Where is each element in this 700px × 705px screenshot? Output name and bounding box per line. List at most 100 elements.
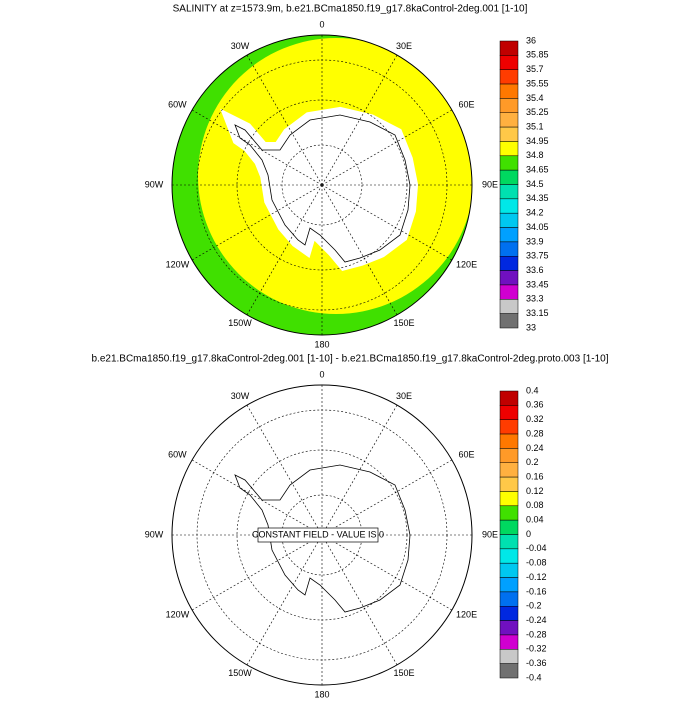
- longitude-label: 180: [314, 689, 329, 699]
- longitude-label: 0: [319, 369, 324, 379]
- colorbar-box: [499, 169, 519, 185]
- colorbar-label: 35.85: [526, 50, 549, 60]
- colorbar-label: 35.55: [526, 78, 549, 88]
- longitude-label: 90W: [145, 179, 164, 189]
- colorbar-label: 33.75: [526, 251, 549, 261]
- colorbar-box: [499, 184, 519, 200]
- colorbar-box: [499, 126, 519, 142]
- meridian: [191, 534, 323, 611]
- longitude-label: 120E: [456, 259, 477, 269]
- colorbar-label: -0.32: [526, 644, 547, 654]
- meridian: [191, 109, 323, 186]
- longitude-label: 120W: [166, 259, 190, 269]
- longitude-label: 30E: [396, 391, 412, 401]
- colorbar-label: 0.28: [526, 428, 544, 438]
- colorbar-label: 34.65: [526, 165, 549, 175]
- longitude-label: 90E: [482, 179, 498, 189]
- colorbar-box: [499, 141, 519, 157]
- colorbar-label: 35.4: [526, 93, 544, 103]
- colorbar-box: [499, 491, 519, 507]
- colorbar-label: 34.8: [526, 150, 544, 160]
- meridian: [321, 534, 398, 666]
- colorbar-label: 0.4: [526, 385, 539, 395]
- colorbar-box: [499, 284, 519, 300]
- longitude-label: 120W: [166, 609, 190, 619]
- colorbar-label: 33.3: [526, 294, 544, 304]
- colorbar-box: [499, 562, 519, 578]
- colorbar-label: 33.15: [526, 308, 549, 318]
- colorbar-box: [499, 270, 519, 286]
- longitude-label: 60W: [168, 99, 187, 109]
- colorbar-box: [499, 620, 519, 636]
- colorbar-box: [499, 534, 519, 550]
- colorbar-box: [499, 505, 519, 521]
- colorbar-label: 0: [526, 529, 531, 539]
- meridian: [191, 184, 323, 261]
- colorbar-label: 34.2: [526, 208, 544, 218]
- longitude-label: 0: [319, 19, 324, 29]
- colorbar-box: [499, 227, 519, 243]
- meridian: [321, 109, 453, 186]
- colorbar-box: [499, 390, 519, 406]
- colorbar-label: -0.4: [526, 672, 542, 682]
- colorbar-box: [499, 548, 519, 564]
- colorbar-box: [499, 663, 519, 679]
- longitude-label: 60E: [459, 99, 475, 109]
- longitude-label: 180: [314, 339, 329, 349]
- colorbar-box: [499, 83, 519, 99]
- colorbar-label: -0.08: [526, 558, 547, 568]
- colorbar-label: 33.45: [526, 279, 549, 289]
- meridian: [321, 459, 453, 536]
- colorbar-box: [499, 299, 519, 314]
- colorbar-label: 0.08: [526, 500, 544, 510]
- meridian: [246, 184, 323, 316]
- colorbar-box: [499, 606, 519, 621]
- colorbar-box: [499, 112, 519, 128]
- colorbar-box: [499, 198, 519, 214]
- longitude-label: 150W: [228, 668, 252, 678]
- colorbar-box: [499, 519, 519, 535]
- longitude-label: 30E: [396, 41, 412, 51]
- colorbar-label: 0.12: [526, 486, 544, 496]
- colorbar-box: [499, 577, 519, 593]
- colorbar-box: [499, 405, 519, 420]
- meridian: [321, 184, 398, 316]
- colorbar-label: 0.36: [526, 400, 544, 410]
- colorbar-box: [499, 476, 519, 492]
- colorbar-label: 34.5: [526, 179, 544, 189]
- colorbar-label: 0.2: [526, 457, 539, 467]
- longitude-label: 90W: [145, 529, 164, 539]
- note-box: [257, 527, 379, 543]
- colorbar-box: [499, 634, 519, 650]
- colorbar-label: -0.16: [526, 586, 547, 596]
- colorbar-box: [499, 98, 519, 114]
- colorbar-box: [499, 55, 519, 70]
- meridian: [321, 404, 398, 536]
- colorbar-box: [499, 40, 519, 56]
- colorbar-box: [499, 241, 519, 257]
- longitude-label: 150E: [393, 318, 414, 328]
- colorbar-label: -0.04: [526, 543, 547, 553]
- colorbar-box: [499, 256, 519, 271]
- colorbar-label: 0.24: [526, 443, 544, 453]
- note: CONSTANT FIELD - VALUE IS 0: [252, 529, 384, 539]
- longitude-label: 90E: [482, 529, 498, 539]
- longitude-label: 30W: [231, 391, 250, 401]
- meridian: [321, 534, 453, 611]
- longitude-label: 30W: [231, 41, 250, 51]
- colorbar-label: 0.16: [526, 471, 544, 481]
- colorbar-label: 33.6: [526, 265, 544, 275]
- colorbar-box: [499, 155, 519, 171]
- colorbar-box: [499, 462, 519, 478]
- colorbar-label: -0.12: [526, 572, 547, 582]
- meridian: [191, 459, 323, 536]
- map-border: [171, 34, 473, 336]
- colorbar-label: 0.32: [526, 414, 544, 424]
- panel-title: b.e21.BCma1850.f19_g17.8kaControl-2deg.0…: [91, 354, 608, 365]
- colorbar-box: [499, 212, 519, 228]
- longitude-label: 60E: [459, 449, 475, 459]
- longitude-label: 150E: [393, 668, 414, 678]
- colorbar-label: 33: [526, 322, 536, 332]
- meridian: [321, 184, 453, 261]
